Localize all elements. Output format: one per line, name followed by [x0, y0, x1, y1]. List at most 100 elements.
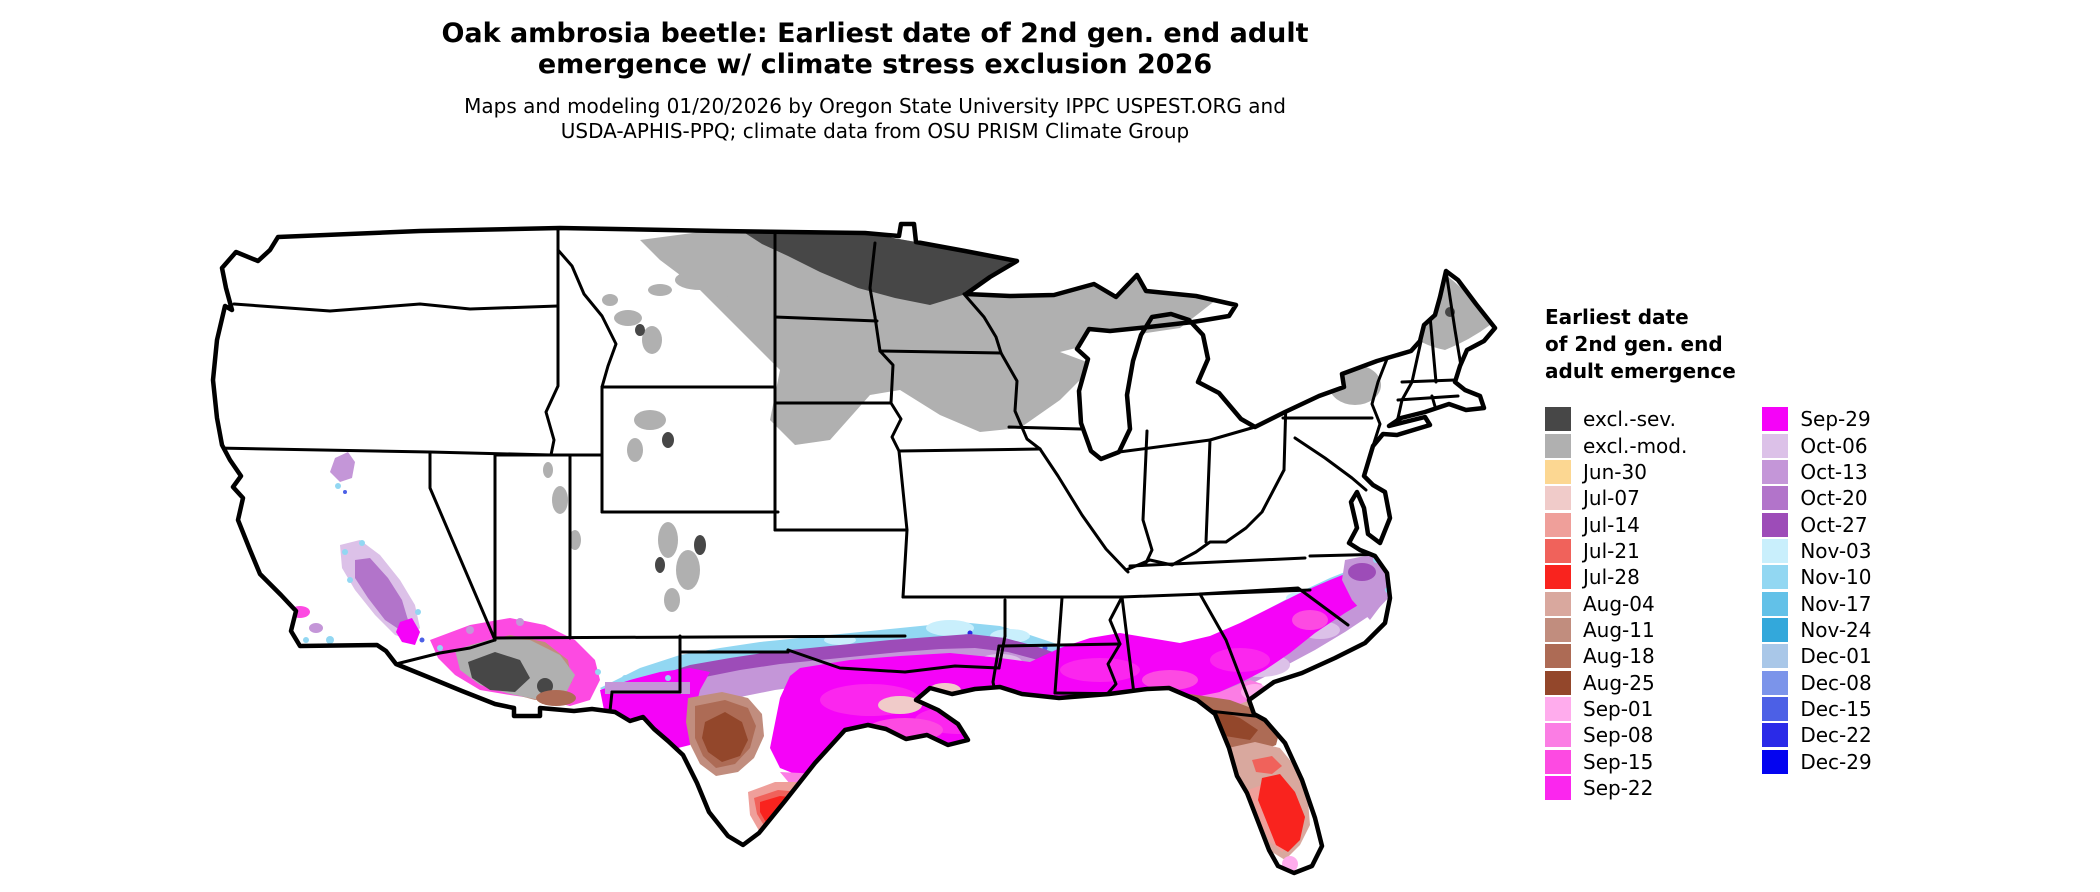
legend-item: Jul-21 [1545, 538, 1687, 564]
legend-label: Jul-28 [1583, 565, 1640, 590]
legend-swatch [1545, 644, 1571, 669]
legend-item: Nov-17 [1762, 590, 1872, 616]
legend-swatch [1545, 591, 1571, 616]
legend-item: Sep-08 [1545, 722, 1687, 748]
legend-swatch [1762, 486, 1789, 511]
legend-item: excl.-mod. [1545, 432, 1687, 458]
legend-item: Sep-29 [1762, 406, 1871, 432]
legend-swatch [1762, 407, 1789, 432]
legend-label: Aug-11 [1583, 617, 1655, 642]
legend-item: Oct-20 [1762, 485, 1871, 511]
legend-title-line1: Earliest date [1545, 305, 1689, 329]
map-subtitle-line2: USDA-APHIS-PPQ; climate data from OSU PR… [560, 119, 1190, 143]
legend-label: Dec-22 [1800, 723, 1872, 748]
legend-label: Oct-06 [1800, 433, 1868, 458]
legend-item: Jul-14 [1545, 511, 1687, 537]
legend-item: Aug-11 [1545, 617, 1687, 643]
legend-swatch [1545, 459, 1571, 484]
legend-item: Dec-29 [1762, 748, 1872, 774]
legend-swatch [1545, 775, 1571, 800]
legend-swatch [1762, 723, 1789, 748]
legend-swatch [1545, 433, 1571, 458]
legend-label: Jun-30 [1583, 459, 1647, 484]
legend-title-line2: of 2nd gen. end [1545, 332, 1723, 356]
legend-swatch [1762, 565, 1789, 590]
legend-label: Sep-08 [1583, 723, 1654, 748]
legend-item: Jul-28 [1545, 564, 1687, 590]
legend-item: Aug-04 [1545, 590, 1687, 616]
legend-label: Jul-14 [1583, 512, 1640, 537]
legend-swatch [1762, 644, 1789, 669]
legend-swatch [1762, 749, 1789, 774]
legend-item: Jul-07 [1545, 485, 1687, 511]
legend-label: Oct-13 [1800, 459, 1868, 484]
legend-swatch [1762, 696, 1789, 721]
legend-swatch [1545, 723, 1571, 748]
legend-swatch [1762, 591, 1789, 616]
legend-swatch [1545, 617, 1571, 642]
map-title-line1: Oak ambrosia beetle: Earliest date of 2n… [441, 18, 1309, 49]
conus-outline [210, 221, 1498, 876]
legend-column-2: Sep-29 Oct-06 Oct-13 Oct-20 Oct-27 Nov-03 Nov-… [1762, 406, 1872, 801]
legend-item: Dec-08 [1762, 669, 1872, 695]
legend-swatch [1545, 486, 1571, 511]
legend-label: Aug-25 [1583, 670, 1655, 695]
legend-swatch [1545, 538, 1571, 563]
map-legend: Earliest date of 2nd gen. end adult emer… [1545, 304, 1872, 800]
conus-landmass [213, 224, 1495, 873]
legend-item: Dec-01 [1762, 643, 1872, 669]
legend-label: Sep-22 [1583, 775, 1654, 800]
legend-label: Jul-21 [1583, 538, 1640, 563]
legend-swatch [1545, 696, 1571, 721]
legend-label: Sep-01 [1583, 696, 1654, 721]
legend-swatch [1545, 565, 1571, 590]
legend-label: Oct-20 [1800, 486, 1868, 511]
legend-swatch [1762, 538, 1789, 563]
legend-swatch [1762, 670, 1789, 695]
legend-item: Dec-15 [1762, 696, 1872, 722]
legend-swatch [1545, 407, 1571, 432]
legend-swatch [1545, 512, 1571, 537]
map-subtitle-line1: Maps and modeling 01/20/2026 by Oregon S… [464, 94, 1286, 118]
legend-item: Oct-06 [1762, 432, 1871, 458]
legend-swatch [1762, 433, 1789, 458]
legend-label: Jul-07 [1583, 486, 1640, 511]
legend-swatch [1545, 670, 1571, 695]
legend-item: excl.-sev. [1545, 406, 1687, 432]
legend-swatch [1762, 512, 1789, 537]
legend-swatch [1762, 617, 1789, 642]
legend-item: Jun-30 [1545, 459, 1687, 485]
legend-label: Nov-24 [1800, 617, 1872, 642]
legend-title-line3: adult emergence [1545, 359, 1736, 383]
legend-item: Oct-27 [1762, 511, 1871, 537]
map-title-line2: emergence w/ climate stress exclusion 20… [537, 49, 1213, 80]
legend-columns: excl.-sev. excl.-mod. Jun-30 Jul-07 Jul-14 Ju… [1545, 406, 1872, 801]
legend-swatch [1762, 459, 1789, 484]
legend-label: Nov-17 [1800, 591, 1872, 616]
state-borders [214, 226, 1463, 730]
legend-item: Sep-15 [1545, 748, 1687, 774]
title-block: Oak ambrosia beetle: Earliest date of 2n… [210, 18, 1540, 144]
legend-column-1: excl.-sev. excl.-mod. Jun-30 Jul-07 Jul-14 Ju… [1545, 406, 1687, 801]
legend-label: Aug-18 [1583, 644, 1655, 669]
legend-item: Nov-10 [1762, 564, 1872, 590]
legend-item: Oct-13 [1762, 459, 1871, 485]
legend-label: Dec-15 [1800, 696, 1872, 721]
legend-item: Aug-18 [1545, 643, 1687, 669]
legend-label: Sep-29 [1800, 407, 1871, 432]
legend-label: Dec-01 [1800, 644, 1872, 669]
legend-item: Dec-22 [1762, 722, 1872, 748]
legend-label: Dec-08 [1800, 670, 1872, 695]
legend-label: Nov-03 [1800, 538, 1872, 563]
legend-label: Dec-29 [1800, 749, 1872, 774]
legend-item: Nov-24 [1762, 617, 1872, 643]
legend-item: Nov-03 [1762, 538, 1872, 564]
legend-label: Sep-15 [1583, 749, 1654, 774]
legend-label: Nov-10 [1800, 565, 1872, 590]
legend-label: Oct-27 [1800, 512, 1868, 537]
legend-label: excl.-sev. [1583, 407, 1676, 432]
legend-item: Aug-25 [1545, 669, 1687, 695]
legend-swatch [1545, 749, 1571, 774]
